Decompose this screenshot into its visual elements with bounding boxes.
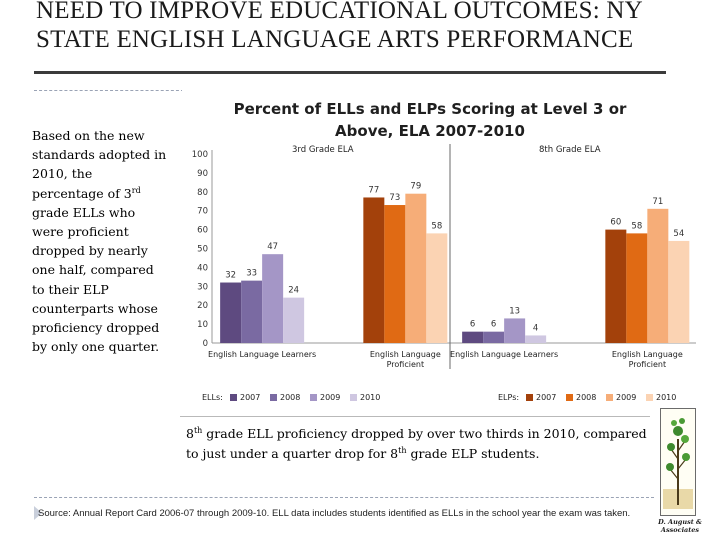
y-tick-label: 80 xyxy=(197,188,208,198)
legend-title: ELLs: xyxy=(202,393,223,402)
data-label: 58 xyxy=(431,221,442,231)
data-label: 33 xyxy=(246,269,257,279)
bar-ell-2008 xyxy=(483,331,505,343)
y-tick-label: 10 xyxy=(197,320,208,330)
category-label-line-2: Proficient xyxy=(629,360,666,369)
bar-ell-2008 xyxy=(241,280,263,343)
legend-swatch xyxy=(350,394,357,401)
bar-ell-2007 xyxy=(462,331,484,343)
legend-swatch xyxy=(310,394,317,401)
note-divider xyxy=(180,416,650,417)
bar-elp-2007 xyxy=(363,197,385,343)
legend-swatch xyxy=(230,394,237,401)
legend-label: 2008 xyxy=(280,393,300,402)
category-label: English Language xyxy=(612,350,683,359)
legend-label: 2009 xyxy=(616,393,636,402)
source-note: Source: Annual Report Card 2006-07 throu… xyxy=(38,508,631,519)
source-divider xyxy=(34,497,654,498)
data-label: 6 xyxy=(470,320,475,330)
y-tick-label: 30 xyxy=(197,282,208,292)
title-dashed-rule xyxy=(34,90,184,91)
data-label: 6 xyxy=(491,320,496,330)
legend-swatch xyxy=(646,394,653,401)
legend-label: 2007 xyxy=(536,393,556,402)
y-tick-label: 90 xyxy=(197,169,208,179)
legend-label: 2010 xyxy=(360,393,380,402)
data-label: 60 xyxy=(610,218,621,228)
legend-label: 2007 xyxy=(240,393,260,402)
slide-title: NEED TO IMPROVE EDUCATIONAL OUTCOMES: NY… xyxy=(36,0,642,53)
panel-label: 8th Grade ELA xyxy=(539,145,601,155)
category-label: English Language xyxy=(370,350,441,359)
data-label: 79 xyxy=(410,182,421,192)
legend-title: ELPs: xyxy=(498,393,519,402)
data-label: 73 xyxy=(389,193,400,203)
legend-label: 2010 xyxy=(656,393,676,402)
bar-ell-2010 xyxy=(525,335,547,343)
y-tick-label: 50 xyxy=(197,245,208,255)
logo-caption: D. August & Associates xyxy=(658,518,702,534)
y-tick-label: 20 xyxy=(197,301,208,311)
title-underline xyxy=(34,71,666,74)
tree-logo xyxy=(660,408,696,516)
bar-elp-2010 xyxy=(426,233,448,343)
bar-elp-2009 xyxy=(647,208,669,343)
legend-swatch xyxy=(606,394,613,401)
bar-elp-2008 xyxy=(626,233,648,343)
data-label: 13 xyxy=(509,306,520,316)
legend-swatch xyxy=(270,394,277,401)
bar-elp-2010 xyxy=(668,240,690,343)
bar-elp-2009 xyxy=(405,193,427,343)
legend-swatch xyxy=(526,394,533,401)
data-label: 32 xyxy=(225,271,236,281)
source-arrow-icon xyxy=(34,506,42,520)
bar-ell-2009 xyxy=(504,318,526,343)
y-tick-label: 40 xyxy=(197,263,208,273)
bar-ell-2010 xyxy=(283,297,305,343)
bar-ell-2007 xyxy=(220,282,242,343)
y-tick-label: 70 xyxy=(197,207,208,217)
bar-elp-2007 xyxy=(605,229,627,343)
data-label: 24 xyxy=(288,286,299,296)
data-label: 54 xyxy=(673,229,684,239)
bottom-commentary: 8th grade ELL proficiency dropped by ove… xyxy=(186,425,647,461)
bar-elp-2008 xyxy=(384,205,406,343)
chart-title-line-2: Above, ELA 2007-2010 xyxy=(335,122,525,140)
category-label-line-2: Proficient xyxy=(387,360,424,369)
category-label: English Language Learners xyxy=(450,350,558,359)
data-label: 77 xyxy=(368,185,379,195)
legend-label: 2008 xyxy=(576,393,596,402)
data-label: 4 xyxy=(533,323,538,333)
ela-bar-chart: Percent of ELLs and ELPs Scoring at Leve… xyxy=(192,100,696,402)
bar-ell-2009 xyxy=(262,254,284,343)
y-tick-label: 60 xyxy=(197,226,208,236)
y-tick-label: 100 xyxy=(192,150,208,160)
panel-label: 3rd Grade ELA xyxy=(292,145,354,155)
category-label: English Language Learners xyxy=(208,350,316,359)
y-tick-label: 0 xyxy=(203,339,208,349)
data-label: 71 xyxy=(652,197,663,207)
chart-title-line-1: Percent of ELLs and ELPs Scoring at Leve… xyxy=(234,100,627,118)
legend-label: 2009 xyxy=(320,393,340,402)
left-commentary: Based on the new standards adopted in 20… xyxy=(32,128,167,355)
data-label: 58 xyxy=(631,221,642,231)
data-label: 47 xyxy=(267,242,278,252)
legend-swatch xyxy=(566,394,573,401)
chart-area: Percent of ELLs and ELPs Scoring at Leve… xyxy=(182,90,702,408)
tree-logo-icon xyxy=(663,418,693,509)
